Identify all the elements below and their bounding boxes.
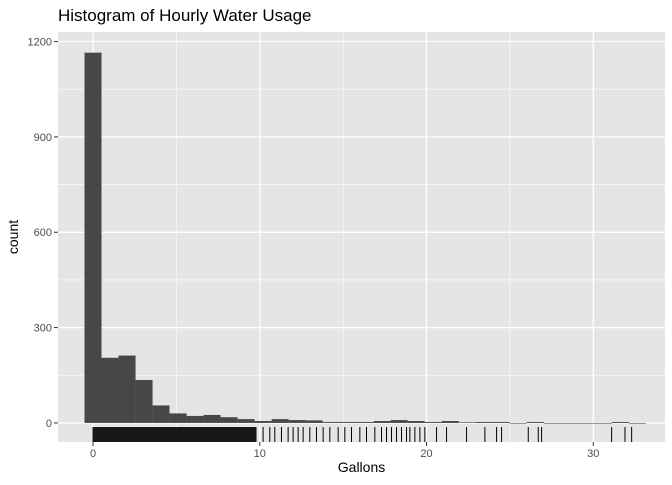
- plot-panel: [58, 32, 665, 442]
- y-axis: 0 300 600 900 1200: [28, 37, 58, 430]
- histogram-bar: [305, 420, 323, 423]
- rug-marks: [92, 427, 633, 442]
- histogram-bar: [628, 422, 646, 424]
- minor-gridlines: [58, 32, 665, 442]
- x-tick-label: 10: [254, 448, 266, 460]
- y-axis-title: count: [5, 220, 21, 254]
- y-tick-label: 300: [34, 323, 52, 335]
- histogram-bar: [492, 421, 510, 423]
- histogram-bar: [424, 421, 442, 423]
- histogram-bar: [560, 422, 578, 424]
- x-axis: 0 10 20 30: [90, 442, 599, 460]
- y-tick-label: 1200: [28, 37, 52, 49]
- chart-title: Histogram of Hourly Water Usage: [58, 6, 312, 25]
- x-tick-label: 30: [587, 448, 599, 460]
- histogram-bar: [339, 421, 357, 423]
- histogram-bar: [322, 421, 340, 423]
- histogram-bar: [101, 357, 119, 423]
- histogram-bar: [203, 414, 221, 423]
- histogram-bar: [577, 422, 595, 424]
- histogram-bar: [475, 421, 493, 423]
- x-tick-label: 0: [90, 448, 96, 460]
- histogram-bar: [186, 415, 204, 423]
- histogram-bar: [611, 421, 629, 423]
- histogram-bar: [441, 421, 459, 423]
- histogram-bar: [373, 421, 391, 423]
- histogram-bar: [594, 422, 612, 424]
- histogram-bar: [220, 417, 238, 423]
- histogram-bar: [271, 419, 289, 423]
- histogram-bar: [543, 422, 561, 424]
- histogram-bar: [152, 405, 170, 423]
- histogram-bar: [356, 421, 374, 423]
- y-tick-label: 900: [34, 132, 52, 144]
- histogram-bar: [526, 421, 544, 423]
- x-tick-label: 20: [420, 448, 432, 460]
- histogram-bar: [390, 420, 408, 423]
- histogram-bar: [237, 419, 255, 423]
- histogram-bar: [509, 422, 527, 424]
- histogram-bar: [118, 355, 136, 423]
- y-tick-label: 0: [46, 418, 52, 430]
- histogram-bar: [169, 413, 187, 423]
- histogram-bars: [84, 52, 646, 424]
- x-axis-title: Gallons: [338, 459, 385, 475]
- y-tick-label: 600: [34, 227, 52, 239]
- histogram-bar: [84, 52, 102, 423]
- histogram-bar: [254, 421, 272, 423]
- histogram-bar: [135, 380, 153, 423]
- histogram-bar: [458, 422, 476, 423]
- histogram-bar: [407, 421, 425, 423]
- histogram-bar: [288, 420, 306, 423]
